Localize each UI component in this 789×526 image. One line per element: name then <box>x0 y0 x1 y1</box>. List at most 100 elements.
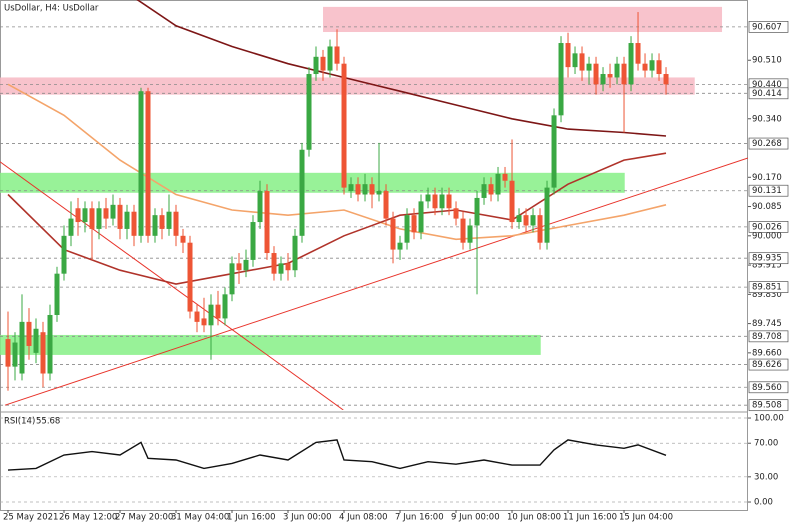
candle-body <box>411 215 417 233</box>
x-tick-label: 1 Jun 16:00 <box>227 513 276 523</box>
candle-body <box>642 63 648 71</box>
candle-body <box>159 215 165 229</box>
candle-body <box>40 332 46 374</box>
level-label-box <box>748 330 789 343</box>
zone <box>323 6 723 33</box>
candle-body <box>355 184 361 195</box>
rsi-tick-label: 0.00 <box>754 498 773 508</box>
chart-title: UsDollar, H4: UsDollar <box>4 4 99 14</box>
rsi-plot <box>0 417 748 503</box>
candle-body <box>439 194 445 209</box>
candle-body <box>19 321 25 374</box>
candle-body <box>138 91 144 236</box>
y-tick-label: 90.170 <box>752 173 782 183</box>
candle-body <box>250 222 256 260</box>
level-label-box <box>748 21 789 33</box>
x-tick-label: 25 May 2021 <box>3 513 58 523</box>
candle-body <box>537 215 543 243</box>
candle-body <box>271 253 277 274</box>
y-tick-label: 90.000 <box>752 231 782 241</box>
candle-body <box>334 46 340 64</box>
rsi-tick-label: 30.00 <box>754 472 778 482</box>
candle-body <box>565 43 571 68</box>
frame <box>0 0 748 511</box>
candle-body <box>376 191 382 195</box>
candle-body <box>453 208 459 219</box>
x-tick-label: 26 May 12:00 <box>59 513 117 523</box>
candle-body <box>397 242 403 250</box>
x-tick-label: 7 Jun 16:00 <box>395 513 444 523</box>
candle-body <box>600 74 606 85</box>
candle-body <box>663 74 669 85</box>
candle-body <box>341 63 347 188</box>
candle-body <box>292 235 298 271</box>
candle-body <box>404 215 410 243</box>
candle-body <box>558 43 564 116</box>
candle-body <box>117 204 123 229</box>
candle-body <box>474 197 480 226</box>
level-label: 89.508 <box>752 401 782 411</box>
candle-body <box>187 242 193 312</box>
candle-body <box>607 74 613 78</box>
level-label: 89.708 <box>752 332 782 342</box>
rsi-tick-label: 100.00 <box>754 414 784 424</box>
candle-body <box>523 215 529 226</box>
candle-body <box>383 191 389 219</box>
level-label-box <box>748 87 789 100</box>
level-label-box <box>748 399 789 412</box>
level-label-box <box>748 281 789 293</box>
x-tick-label: 4 Jun 08:00 <box>339 513 388 523</box>
level-label: 90.414 <box>752 89 782 99</box>
level-label: 89.560 <box>752 383 782 393</box>
x-tick-label: 27 May 20:00 <box>115 513 173 523</box>
x-tick-label: 31 May 04:00 <box>171 513 229 523</box>
trendline <box>4 157 748 406</box>
candle-body <box>313 56 319 75</box>
candle-body <box>229 263 235 295</box>
candle-body <box>173 211 179 236</box>
x-tick-label: 10 Jun 08:00 <box>507 513 561 523</box>
candle-body <box>152 215 158 236</box>
candle-body <box>348 184 354 192</box>
candle-body <box>96 208 102 229</box>
candle-body <box>131 211 137 236</box>
candle-body <box>572 53 578 68</box>
candle-body <box>418 201 424 233</box>
candle-body <box>215 304 221 319</box>
candle-body <box>194 311 200 322</box>
level-label: 90.268 <box>752 139 782 149</box>
candle-body <box>61 235 67 274</box>
rsi-tick-label: 70.00 <box>754 439 778 449</box>
candle-body <box>285 263 291 271</box>
rsi-last-value: 55.68 <box>36 417 60 427</box>
moving-average <box>7 83 667 241</box>
level-label-box <box>748 221 789 233</box>
candle-body <box>145 91 151 236</box>
rsi-line <box>7 439 667 471</box>
candle-body <box>124 211 130 229</box>
candle-body <box>586 63 592 71</box>
candle-body <box>649 60 655 71</box>
axes: 90.510 90.340 90.170 90.085 90.000 89.915 89.8… <box>3 21 789 523</box>
level-label: 89.935 <box>752 254 782 264</box>
level-label: 90.440 <box>752 80 782 90</box>
candle-body <box>495 173 501 195</box>
candle-body <box>432 194 438 209</box>
candle-body <box>103 208 109 219</box>
candle-body <box>264 191 270 254</box>
moving-average <box>136 0 667 137</box>
candle-body <box>481 184 487 198</box>
level-label: 90.131 <box>752 186 782 196</box>
candle-body <box>502 173 508 181</box>
candle-body <box>460 218 466 243</box>
rsi-name: RSI(14) <box>4 417 35 427</box>
candle-body <box>635 43 641 64</box>
candle-body <box>544 187 550 243</box>
candle-body <box>628 43 634 85</box>
candle-body <box>306 74 312 150</box>
zone <box>0 172 625 193</box>
candle-body <box>75 208 81 223</box>
trendline <box>0 161 344 410</box>
y-tick-label: 90.085 <box>752 202 782 212</box>
